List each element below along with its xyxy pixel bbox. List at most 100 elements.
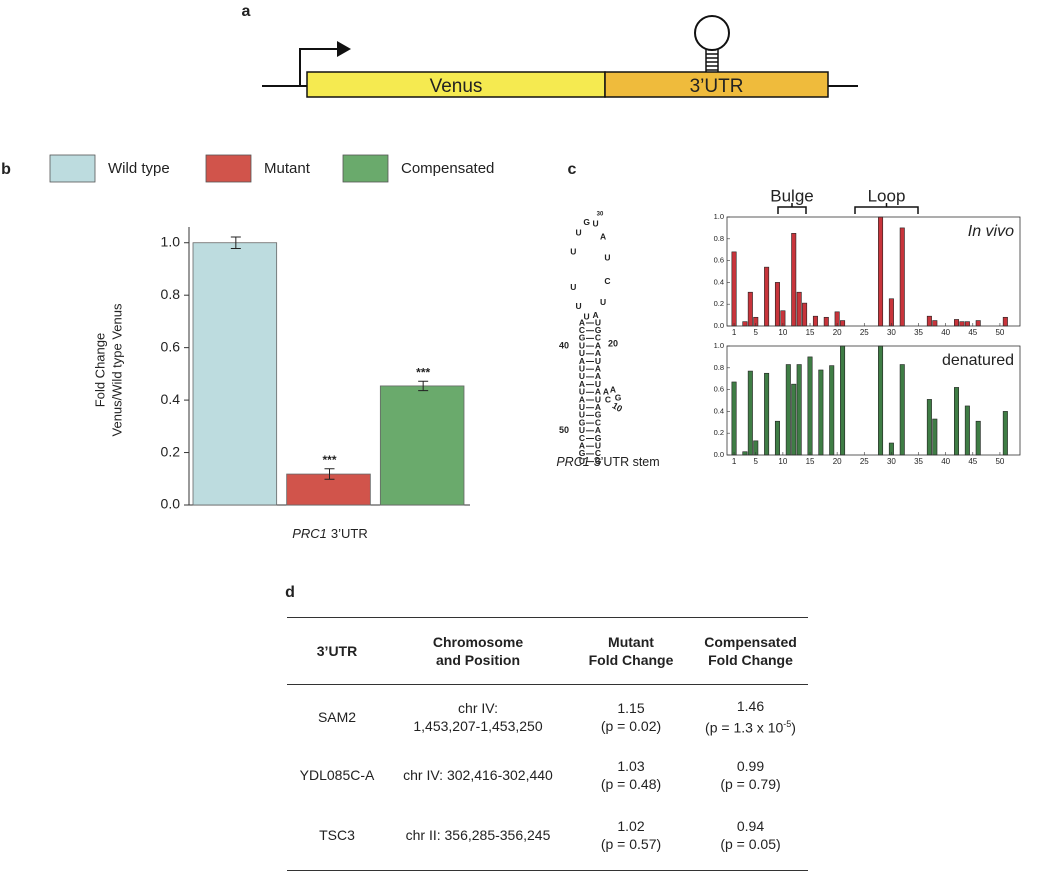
stem-caption: PRC1 3’UTR stem <box>556 455 659 469</box>
bar <box>926 315 932 327</box>
bar <box>959 321 965 327</box>
stem-base: G <box>595 410 602 420</box>
y-tick-label: 1.0 <box>161 233 181 249</box>
bar <box>791 383 797 456</box>
loop-base: U <box>570 282 576 292</box>
bar <box>926 399 932 456</box>
y-axis-label: Venus/Wild type Venus <box>109 303 124 436</box>
bar <box>791 233 797 327</box>
table-row: TSC3 chr II: 356,285-356,245 1.02 (p = 0.57… <box>287 800 808 871</box>
panel-annotation: In vivo <box>968 223 1014 240</box>
error-bar <box>418 380 429 392</box>
position-number: 50 <box>559 425 569 435</box>
y-tick-label: 0.8 <box>714 234 724 243</box>
y-tick-label: 0.6 <box>714 385 724 394</box>
x-axis-label-text: 3’UTR <box>331 526 368 541</box>
bar <box>975 420 981 456</box>
plot-frame <box>726 345 1021 456</box>
panel-label: b <box>1 161 11 178</box>
bar <box>823 316 829 327</box>
x-tick-label: 45 <box>968 328 977 337</box>
stem-base: U <box>595 440 601 450</box>
legend-label: Compensated <box>401 160 494 177</box>
table-cell: chr II: 356,285-356,245 <box>387 800 569 871</box>
x-tick-label: 35 <box>914 328 923 337</box>
cell-text: (p = 0.79) <box>720 775 781 792</box>
cell-text: 1,453,207-1,453,250 <box>413 717 543 734</box>
stem-caption-text: 3’UTR stem <box>594 455 660 469</box>
table-cell: TSC3 <box>287 800 387 871</box>
x-tick-label: 15 <box>806 457 815 466</box>
bracket-label: Loop <box>868 186 906 205</box>
y-tick-label: 0.6 <box>714 256 724 265</box>
x-tick-label: 5 <box>754 457 759 466</box>
legend-swatch <box>342 154 389 183</box>
cell-text: (p = 0.57) <box>600 836 662 853</box>
x-tick-label: 40 <box>941 457 950 466</box>
significance-label: *** <box>322 453 336 467</box>
bar <box>764 266 770 327</box>
panel-label: d <box>285 584 295 601</box>
x-tick-label: 1 <box>732 457 737 466</box>
x-tick-label: 10 <box>778 457 787 466</box>
bar <box>286 473 371 506</box>
y-tick-label: 0.4 <box>161 391 181 407</box>
panel-annotation: denatured <box>942 352 1014 369</box>
cell-text: (p = 0.05) <box>720 836 781 853</box>
table-cell: 0.99 (p = 0.79) <box>693 749 808 801</box>
table-row: SAM2 chr IV: 1,453,207-1,453,250 1.15 (p = 0… <box>287 685 808 749</box>
cell-text: (p = 0.48) <box>600 775 662 792</box>
x-tick-label: 15 <box>806 328 815 337</box>
position-number: 40 <box>559 340 569 350</box>
stem-base: A <box>595 348 601 358</box>
stem-base: A <box>595 363 601 373</box>
y-tick-label: 0.8 <box>714 363 724 372</box>
x-tick-label: 30 <box>887 328 896 337</box>
loop-base: U <box>575 227 581 237</box>
cell-text: TSC3 <box>319 827 355 844</box>
y-tick-label: 0.4 <box>714 406 724 415</box>
loop-base: U <box>575 301 581 311</box>
cell-text: (p = 1.3 x 10 <box>705 719 784 736</box>
bar <box>747 291 753 327</box>
bar <box>899 227 905 327</box>
loop-base: U <box>584 311 590 321</box>
stem-base: U <box>595 394 601 404</box>
stem-base: A <box>579 440 585 450</box>
y-tick-label: 0.8 <box>161 286 181 302</box>
stem-base: G <box>579 333 586 343</box>
bracket <box>777 203 807 214</box>
cell-text: Compensated <box>704 634 797 650</box>
cell-text: Fold Change <box>708 652 793 668</box>
x-tick-label: 50 <box>995 328 1004 337</box>
stem-base: U <box>595 356 601 366</box>
bar <box>742 451 748 456</box>
cell-text: 0.94 <box>736 818 765 835</box>
segment-label: Venus <box>430 76 483 97</box>
y-tick-label: 0.2 <box>714 428 724 437</box>
stem-base: U <box>579 363 585 373</box>
bar <box>954 319 960 327</box>
cell-text: 1.46 <box>736 697 765 714</box>
stem-base: A <box>579 317 585 327</box>
bar <box>802 302 808 327</box>
segment-label: 3’UTR <box>690 76 744 97</box>
y-tick-label: 1.0 <box>714 212 724 221</box>
y-tick-label: 0.0 <box>714 321 724 330</box>
cell-text: chr II: 356,285-356,245 <box>405 827 551 844</box>
cell-text: 3’UTR <box>316 643 358 659</box>
bar <box>764 372 770 456</box>
x-tick-label: 20 <box>833 328 842 337</box>
cell-text: YDL085C-A <box>299 766 375 783</box>
cell-text: Chromosome <box>432 634 524 650</box>
stem-base: C <box>579 433 585 443</box>
y-tick-label: 0.2 <box>161 443 181 459</box>
bar <box>878 216 884 327</box>
significance-label: *** <box>416 365 430 379</box>
stem-base: A <box>595 425 601 435</box>
cell-text: chr IV: 302,416-302,440 <box>403 766 553 783</box>
stem-base: G <box>595 433 602 443</box>
bar <box>774 282 780 327</box>
results-table: 3’UTR Chromosome and Position Mutant Fold Ch… <box>287 617 808 871</box>
bar <box>747 370 753 456</box>
